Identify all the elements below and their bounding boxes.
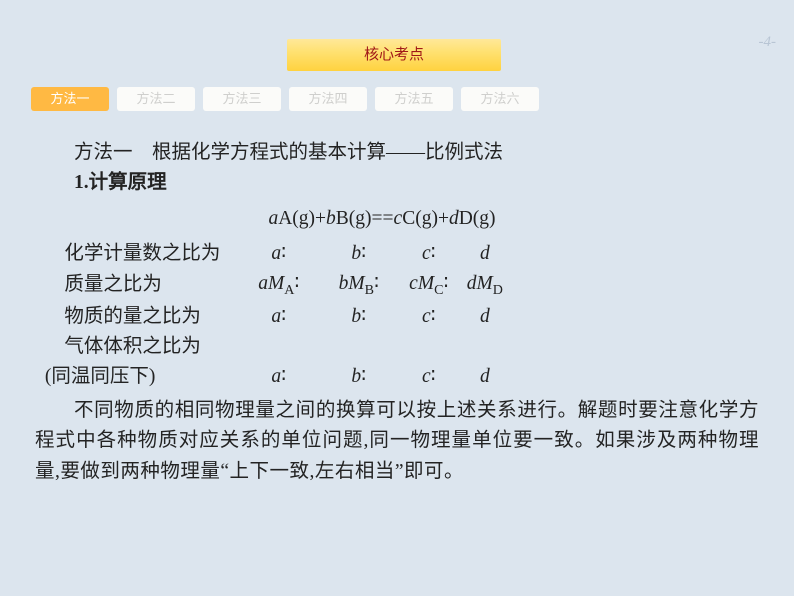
chemical-equation: aA(g)+bB(g)==cC(g)+dD(g) [5,204,759,234]
page-number: -4- [759,34,777,51]
eq-coef-a: a [268,208,278,229]
explanation-paragraph: 不同物质的相同物理量之间的换算可以按上述关系进行。解题时要注意化学方程式中各种物… [35,396,759,487]
tab-method-5[interactable]: 方法五 [375,87,453,111]
ratio-cell: b∶ [317,362,401,392]
eq-species-a: A(g)+ [278,208,326,229]
ratio-cell: d [457,302,513,332]
ratio-label: 质量之比为 [41,269,241,302]
ratio-cell [317,332,401,362]
content-body: 方法一 根据化学方程式的基本计算——比例式法 1.计算原理 aA(g)+bB(g… [35,138,759,487]
tab-method-3[interactable]: 方法三 [203,87,281,111]
ratio-cell [401,332,457,362]
title-prefix: 方法一 [74,142,133,163]
ratio-row: 气体体积之比为 [41,332,513,362]
eq-coef-b: b [326,208,336,229]
eq-species-b: B(g)== [336,208,394,229]
ratio-cell: b∶ [317,302,401,332]
tab-method-1[interactable]: 方法一 [31,87,109,111]
ratio-cell: a∶ [241,362,317,392]
ratio-label: 物质的量之比为 [41,302,241,332]
ratio-row: 化学计量数之比为a∶b∶c∶d [41,239,513,269]
method-tabs: 方法一方法二方法三方法四方法五方法六 [31,87,539,111]
ratio-cell: c∶ [401,239,457,269]
ratio-cell: cMC∶ [401,269,457,302]
header-chip: 核心考点 [287,39,501,71]
tab-method-4[interactable]: 方法四 [289,87,367,111]
ratio-cell: d [457,239,513,269]
ratio-cell: b∶ [317,239,401,269]
ratio-row: 质量之比为aMA∶bMB∶cMC∶dMD [41,269,513,302]
eq-coef-c: c [394,208,403,229]
eq-species-d: D(g) [459,208,496,229]
ratio-row: 物质的量之比为a∶b∶c∶d [41,302,513,332]
ratio-label-extra: (同温同压下) [41,362,241,392]
ratio-label: 气体体积之比为 [41,332,241,362]
tab-method-2[interactable]: 方法二 [117,87,195,111]
ratio-cell [457,332,513,362]
ratio-cell: bMB∶ [317,269,401,302]
ratio-cell: c∶ [401,302,457,332]
method-title: 方法一 根据化学方程式的基本计算——比例式法 [35,138,759,168]
ratio-cell: d [457,362,513,392]
ratio-cell [241,332,317,362]
ratio-cell: c∶ [401,362,457,392]
title-rest: 根据化学方程式的基本计算——比例式法 [133,142,504,163]
eq-coef-d: d [449,208,459,229]
ratio-table: 化学计量数之比为a∶b∶c∶d质量之比为aMA∶bMB∶cMC∶dMD物质的量之… [41,239,513,393]
ratio-cell: a∶ [241,302,317,332]
ratio-cell: dMD [457,269,513,302]
ratio-label: 化学计量数之比为 [41,239,241,269]
section-number: 1 [74,172,84,193]
eq-species-c: C(g)+ [402,208,449,229]
section-heading: 1.计算原理 [35,168,759,198]
tab-method-6[interactable]: 方法六 [461,87,539,111]
ratio-cell: a∶ [241,239,317,269]
ratio-cell: aMA∶ [241,269,317,302]
ratio-row-extra: (同温同压下)a∶b∶c∶d [41,362,513,392]
section-label: .计算原理 [84,172,167,193]
